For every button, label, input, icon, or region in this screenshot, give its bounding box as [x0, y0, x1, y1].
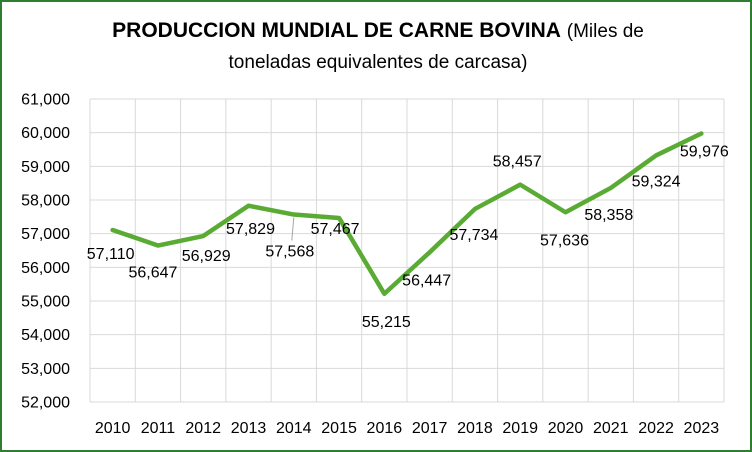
data-label: 56,447: [402, 272, 451, 289]
data-label: 56,647: [128, 265, 177, 282]
y-tick-label: 52,000: [21, 395, 70, 412]
data-point: [248, 205, 249, 207]
data-label: 57,467: [311, 221, 360, 238]
data-label: 57,636: [540, 232, 589, 249]
data-point: [383, 293, 385, 295]
x-tick-label: 2014: [276, 420, 312, 437]
data-label: 57,829: [226, 221, 275, 238]
chart-subtitle: toneladas equivalentes de carcasa): [228, 52, 528, 73]
y-tick-label: 60,000: [21, 125, 70, 142]
series: [110, 131, 704, 297]
chart-title-unit: (Miles de: [566, 21, 644, 42]
data-label: 59,324: [632, 173, 681, 190]
chart-title-main: PRODUCCION MUNDIAL DE CARNE BOVINA: [112, 19, 561, 42]
x-tick-label: 2017: [412, 420, 448, 437]
y-tick-label: 55,000: [21, 294, 70, 311]
data-point: [474, 208, 476, 210]
data-labels: 57,110 56,647 56,929 57,829 57,568 57,467 55,2…: [87, 143, 729, 330]
x-axis-tick-labels: 2010 2011 2012 2013 2014 2015 2016 2017 2018 2019…: [95, 420, 719, 437]
data-label: 55,215: [362, 314, 411, 331]
x-tick-label: 2021: [593, 420, 629, 437]
y-tick-label: 56,000: [21, 260, 70, 277]
x-tick-label: 2010: [95, 420, 131, 437]
data-point: [202, 235, 204, 237]
y-tick-label: 57,000: [21, 226, 70, 243]
y-tick-label: 59,000: [21, 159, 70, 176]
x-tick-label: 2015: [321, 420, 357, 437]
x-tick-label: 2011: [141, 420, 176, 437]
data-point: [655, 154, 657, 156]
chart-title: PRODUCCION MUNDIAL DE CARNE BOVINA (Mile…: [2, 16, 752, 78]
gridlines: [89, 98, 725, 403]
data-point: [565, 211, 566, 213]
data-label: 57,734: [449, 227, 498, 244]
x-tick-label: 2012: [185, 420, 221, 437]
data-label-leader: [291, 217, 295, 241]
data-point: [338, 217, 340, 219]
x-tick-label: 2018: [457, 420, 493, 437]
data-point: [293, 214, 295, 216]
data-point: [157, 245, 159, 247]
data-label: 56,929: [182, 248, 231, 265]
data-point: [519, 184, 521, 186]
y-tick-label: 53,000: [21, 361, 70, 378]
x-tick-label: 2016: [367, 420, 403, 437]
data-label: 58,457: [493, 154, 542, 171]
y-tick-label: 54,000: [21, 327, 70, 344]
x-tick-label: 2022: [638, 420, 674, 437]
x-tick-label: 2019: [502, 420, 538, 437]
data-point: [429, 251, 431, 253]
data-label: 59,976: [680, 143, 729, 160]
data-label: 57,110: [87, 246, 135, 263]
series-line: [110, 131, 704, 297]
x-tick-label: 2020: [548, 420, 584, 437]
data-label: 58,358: [584, 207, 633, 224]
x-tick-label: 2013: [231, 420, 267, 437]
data-point: [700, 132, 702, 134]
y-axis-tick-labels: 52,000 53,000 54,000 55,000 56,000 57,000 58,0…: [21, 92, 70, 412]
data-point: [610, 187, 612, 189]
y-tick-label: 58,000: [21, 193, 70, 210]
data-label: 57,568: [265, 244, 314, 261]
y-tick-label: 61,000: [21, 92, 70, 109]
data-point: [112, 229, 114, 231]
x-tick-label: 2023: [684, 420, 720, 437]
